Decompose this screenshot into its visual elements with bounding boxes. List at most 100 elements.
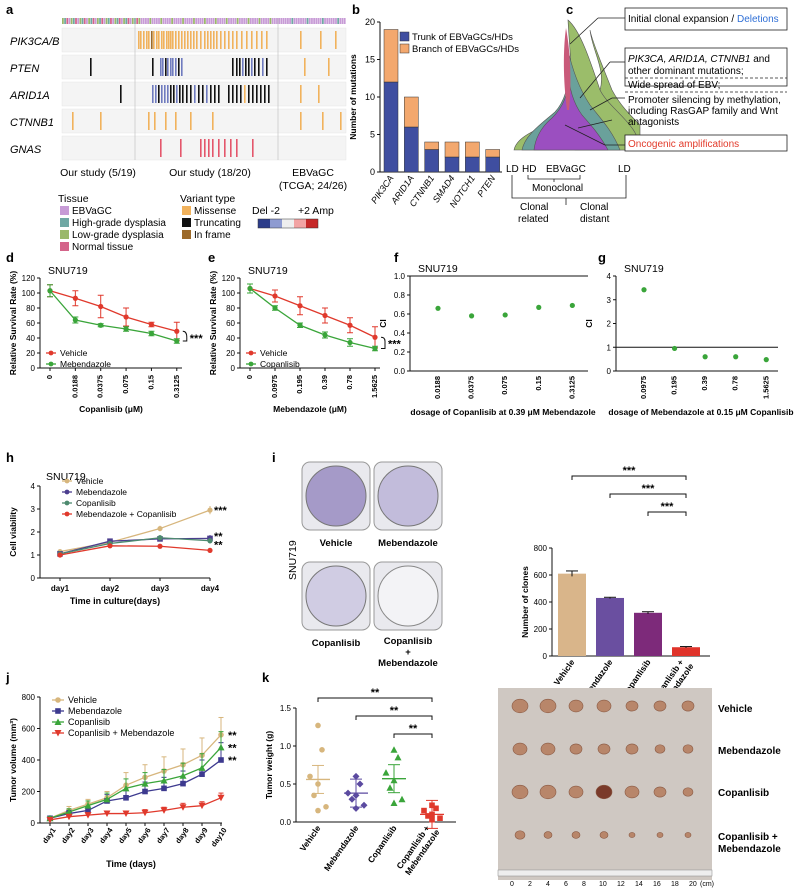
mutation-mark (206, 85, 208, 103)
legend-label: Copanlisib + Mebendazole (68, 728, 174, 738)
tissue-cell (278, 18, 281, 24)
mutation-mark (152, 58, 154, 76)
tissue-cell (96, 18, 99, 24)
significance-bracket (182, 330, 188, 342)
significance-mark: ** (214, 531, 223, 543)
tissue-cell (300, 18, 302, 24)
mutation-mark (178, 31, 180, 49)
legend-swatch (182, 230, 191, 239)
tissue-cell (343, 18, 346, 24)
y-tick-label: 0.0 (394, 367, 406, 376)
tissue-cell (265, 18, 267, 24)
tissue-cell (112, 18, 115, 24)
panel-label-i: i (272, 450, 276, 465)
tissue-cell (295, 18, 298, 24)
tissue-cell (190, 18, 193, 24)
x-tick-label: Copanlisib (366, 823, 399, 864)
data-point (157, 543, 163, 549)
tumor-sample (681, 700, 695, 712)
mutation-mark (264, 85, 266, 103)
oncoprint: PIK3CA/B PTEN ARID1A CTNNB1 GNAS Our stu… (9, 18, 347, 253)
mutation-mark (158, 31, 160, 49)
c-text-ebv: Wide spread of EBV; (628, 80, 720, 91)
tissue-cell (175, 18, 178, 24)
data-point (98, 322, 104, 328)
tissue-cell (330, 18, 333, 24)
tissue-cell (129, 18, 132, 24)
data-point (311, 792, 317, 799)
mutation-mark (200, 139, 202, 157)
significance-mark: *** (388, 338, 402, 350)
tissue-cell (83, 18, 86, 24)
photo-row-label: Vehicle (718, 704, 753, 715)
mutation-mark (90, 58, 92, 76)
mutation-mark (300, 85, 302, 103)
data-point (352, 772, 360, 780)
tissue-cell (171, 18, 174, 24)
legend-label: Copanlisib (260, 359, 300, 369)
photo-row-label: Mebendazole (718, 844, 781, 855)
mutation-mark (175, 58, 177, 76)
x-tick-label: day7 (154, 826, 171, 845)
x-tick-label: Vehicle (552, 657, 577, 687)
tumor-sample (539, 698, 557, 714)
data-point (65, 813, 73, 821)
tissue-cell (155, 18, 158, 24)
y-tick-label: 20 (26, 349, 35, 358)
tissue-cell (131, 18, 134, 24)
tissue-cell (179, 18, 182, 24)
tissue-cell (317, 18, 320, 24)
significance-mark: ** (228, 755, 237, 767)
mutation-mark (213, 31, 215, 49)
data-point (47, 288, 53, 294)
tissue-cell (206, 18, 208, 24)
tissue-cell (326, 18, 329, 24)
legend-swatch (399, 31, 410, 42)
bar (596, 597, 624, 656)
x-tick-label: 0.0975 (270, 375, 279, 398)
series-line (59, 537, 211, 555)
data-point (160, 807, 168, 814)
panel-label-d: d (6, 250, 14, 265)
data-point (107, 543, 113, 549)
series-line (49, 759, 222, 819)
ruler-tick: 8 (582, 881, 586, 888)
tissue-cell (337, 18, 340, 24)
fish-lineage-initial (563, 28, 571, 110)
data-point (569, 302, 575, 309)
data-point (84, 802, 92, 809)
tissue-cell (256, 18, 259, 24)
y-tick-label: 1.0 (394, 272, 406, 281)
x-tick-label: 0.15 (534, 376, 543, 391)
data-point (142, 788, 148, 795)
svg-text:PIK3CA, ARID1A, CTNNB1 and: PIK3CA, ARID1A, CTNNB1 and (628, 54, 770, 65)
legend-label: Copanlisib (68, 717, 110, 727)
y-tick-label: 200 (534, 625, 548, 634)
mutation-mark (153, 31, 155, 49)
y-tick-label: 0 (31, 574, 36, 583)
data-point (218, 757, 224, 763)
significance-mark: ** (409, 723, 418, 735)
legend-swatch (182, 206, 191, 215)
mutation-mark (155, 85, 157, 103)
svg-text:Initial clonal expansion / Del: Initial clonal expansion / Deletions (628, 14, 779, 25)
significance-bracket (647, 511, 687, 516)
tumor-sample (597, 743, 611, 755)
x-tick-label: 0.0375 (467, 376, 476, 399)
dish-label: + (405, 647, 411, 658)
mutation-mark (165, 58, 167, 76)
legend-tissue-title: Tissue (58, 193, 89, 205)
gene-row-bg (61, 81, 347, 107)
y-tick-label: 0 (31, 364, 36, 373)
data-point (468, 313, 475, 319)
tissue-cell (328, 18, 331, 24)
bar (634, 612, 662, 656)
mutation-mark (300, 31, 302, 49)
data-point (641, 287, 647, 293)
data-point (84, 812, 92, 819)
c-text-antagonists: antagonists (628, 117, 679, 128)
tissue-cell (238, 18, 241, 24)
y-tick-label: 80 (26, 304, 35, 313)
panel-label-g: g (598, 250, 606, 265)
y-tick-label: 0 (370, 167, 375, 177)
